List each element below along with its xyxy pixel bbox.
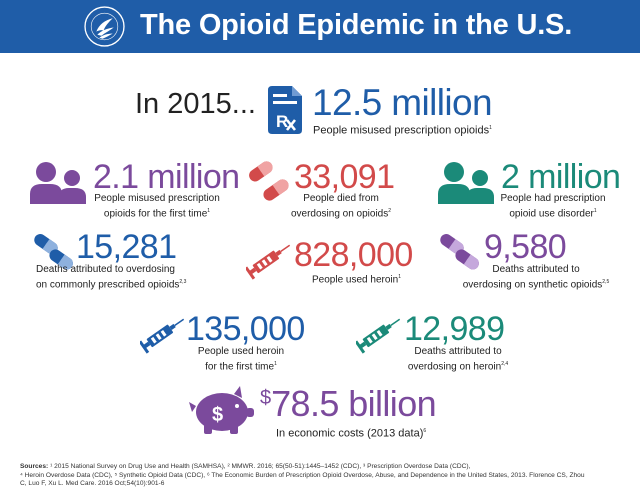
svg-text:R: R <box>276 112 288 131</box>
heroin-first-time-value: 135,000 <box>186 310 305 348</box>
economic-value: $78.5 billion <box>260 383 437 424</box>
common-rx-deaths-value: 15,281 <box>76 228 177 266</box>
header-banner: The Opioid Epidemic in the U.S. <box>0 0 640 53</box>
disorder-value: 2 million <box>501 158 621 196</box>
economic-label: In economic costs (2013 data)6 <box>276 427 427 440</box>
synthetic-deaths-value: 9,580 <box>484 228 567 266</box>
heroin-users-value: 828,000 <box>294 236 413 274</box>
misused-label: People misused prescription opioids1 <box>313 124 492 137</box>
died-label: People died from overdosing on opioids2 <box>290 193 392 220</box>
heroin-deaths-label: Deaths attributed to overdosing on heroi… <box>407 346 509 373</box>
pills-icon <box>34 233 73 270</box>
disorder-label: People had prescription opioid use disor… <box>500 193 606 220</box>
sources-heading: Sources: <box>20 463 49 470</box>
died-value: 33,091 <box>294 158 395 196</box>
syringe-icon <box>140 318 185 354</box>
people-icon <box>30 162 86 204</box>
misused-value: 12.5 million <box>312 82 493 123</box>
syringe-icon <box>356 318 401 354</box>
piggy-bank-icon: $ <box>189 386 254 434</box>
heroin-deaths-value: 12,989 <box>404 310 505 348</box>
people-icon <box>438 162 494 204</box>
pills-icon <box>249 161 289 201</box>
hhs-seal-icon <box>84 6 125 47</box>
page-title: The Opioid Epidemic in the U.S. <box>140 9 573 41</box>
synthetic-deaths-label: Deaths attributed to overdosing on synth… <box>462 264 610 291</box>
heroin-first-time-label: People used heroin for the first time1 <box>197 346 285 373</box>
year-label: In 2015... <box>135 88 256 120</box>
pills-icon <box>440 233 479 270</box>
sources-footnote: Sources: ¹ 2015 National Survey on Drug … <box>20 463 585 488</box>
syringe-icon <box>246 244 291 280</box>
common-rx-deaths-label: Deaths attributed to overdosing on commo… <box>36 264 187 291</box>
dollar-sign: $ <box>260 387 272 409</box>
prescription-document-icon: R <box>268 86 302 134</box>
heroin-users-label: People used heroin1 <box>312 274 401 286</box>
first-time-misuse-value: 2.1 million <box>93 158 240 196</box>
first-time-misuse-label: People misused prescription opioids for … <box>94 193 220 220</box>
svg-text:$: $ <box>212 404 223 426</box>
